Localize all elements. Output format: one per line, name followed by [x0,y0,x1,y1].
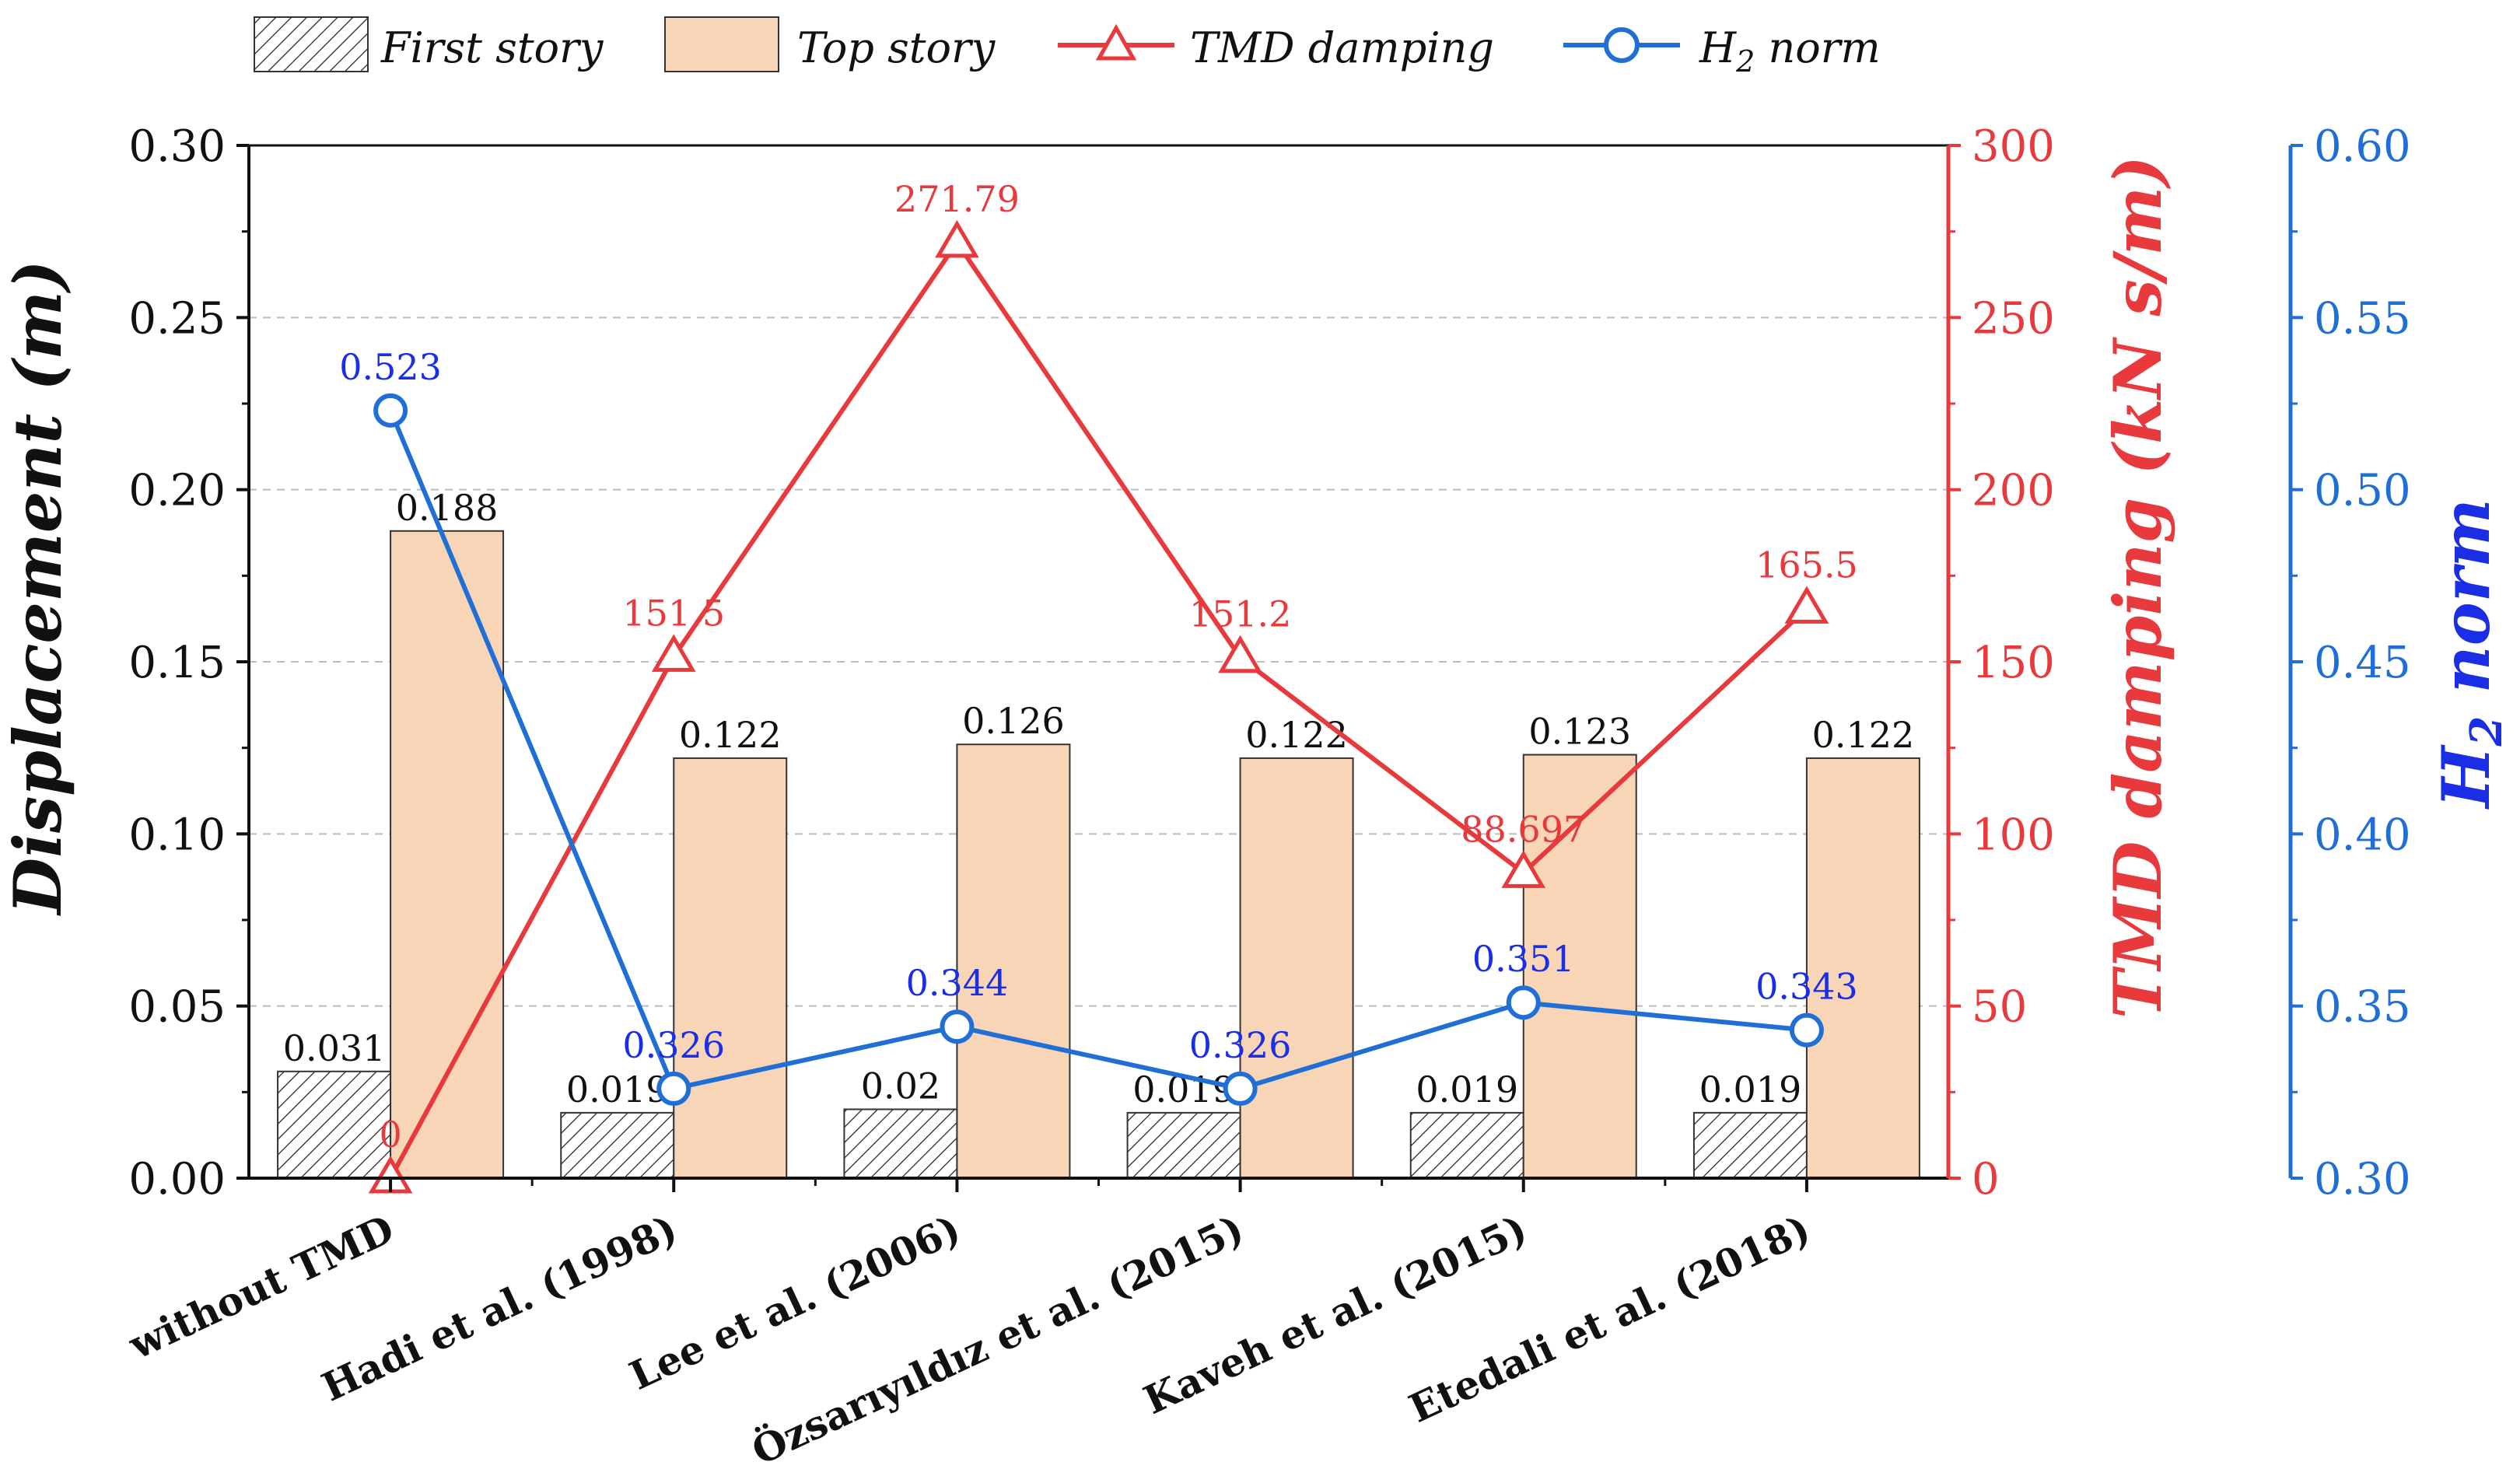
bar-top-story-label: 0.126 [962,700,1065,742]
legend-tmd-damping-marker [1095,23,1137,61]
right2-tick-label: 0.50 [2314,466,2411,516]
right2-axis-title: H2 norm [2427,498,2512,810]
right2-tick-label: 0.60 [2314,121,2411,172]
left-tick-label: 0.10 [128,810,226,860]
bar-top-story [1805,757,1920,1179]
h2-norm-label: 0.344 [906,962,1009,1004]
right2-axis-title-sub: 2 [2461,716,2512,747]
right2-tick-label: 0.45 [2314,638,2411,688]
bar-first-story [560,1111,675,1179]
bar-top-story-label: 0.188 [396,487,499,529]
bar-top-story [1239,757,1354,1179]
bar-first-story-label: 0.019 [1699,1069,1802,1111]
right2-tick-label: 0.30 [2314,1154,2411,1205]
bar-first-story [1692,1111,1808,1179]
bar-first-story-label: 0.019 [1416,1069,1518,1111]
left-tick-label: 0.00 [128,1154,226,1205]
h2-norm-marker [373,393,408,428]
tmd-damping-marker [651,634,696,672]
bar-top-story [1522,754,1637,1179]
tmd-damping-label: 271.79 [894,178,1020,220]
right1-tick-label: 250 [1972,293,2055,344]
right2-tick-label: 0.55 [2314,293,2411,344]
bar-top-story-label: 0.123 [1528,711,1631,753]
tmd-damping-marker [1501,850,1546,888]
legend-top-story-swatch [664,16,779,72]
legend-tmd-damping-label: TMD damping [1190,23,1494,72]
left-tick-label: 0.30 [128,121,226,172]
left-axis-title: Displacement (m) [0,260,76,916]
h2-norm-label: 0.326 [1189,1024,1292,1066]
right1-tick-label: 200 [1972,466,2055,516]
h2-norm-line [388,409,1808,1092]
legend-h2-norm-label: H2 norm [1699,23,1881,79]
tmd-damping-label: 151.5 [622,592,725,634]
legend-h2-norm-suffix: norm [1755,23,1880,72]
tmd-damping-marker [1218,635,1262,673]
bar-top-story [956,743,1071,1179]
legend-h2-norm-subscript: 2 [1735,44,1755,79]
right1-tick-label: 300 [1972,121,2055,172]
tmd-damping-marker [1784,586,1829,624]
tmd-damping-marker [935,219,979,258]
legend-h2-norm-name: H [1699,23,1737,72]
h2-norm-marker [940,1009,975,1044]
tmd-damping-label: 88.697 [1461,808,1586,850]
bar-first-story [1126,1111,1241,1179]
bar-first-story [843,1108,958,1180]
tmd-damping-label: 165.5 [1755,544,1858,586]
bar-first-story [277,1070,392,1179]
bar-top-story-label: 0.122 [679,714,782,756]
bar-first-story-label: 0.031 [283,1027,386,1069]
bar-top-story-label: 0.122 [1812,714,1915,756]
legend-first-story-swatch [254,16,369,72]
h2-norm-label: 0.343 [1755,966,1858,1008]
right1-tick-label: 50 [1972,982,2027,1033]
tmd-damping-label: 0 [379,1114,401,1156]
h2-norm-marker [1789,1013,1824,1048]
h2-norm-marker [656,1071,691,1106]
bar-first-story-label: 0.02 [861,1065,940,1107]
h2-norm-marker [1223,1071,1258,1106]
bar-top-story-label: 0.122 [1245,714,1348,756]
bar-first-story-label: 0.019 [566,1069,669,1111]
tmd-damping-line [388,238,1808,1180]
bar-top-story [390,530,505,1179]
right2-axis-title-name: H [2427,744,2504,810]
h2-norm-label: 0.351 [1472,938,1575,980]
right1-tick-label: 150 [1972,638,2055,688]
legend: First story Top story TMD damping H2 nor… [254,16,1881,79]
right2-tick-label: 0.35 [2314,982,2411,1033]
right2-axis-title-suffix: norm [2427,498,2504,715]
legend-h2-norm-marker [1604,27,1640,63]
plot-area: 0.031 0.188 0.019 0.122 0.02 0.126 0.019 0.122 0… [121,121,2411,1474]
legend-top-story-label: Top story [797,23,996,72]
right1-tick-label: 100 [1972,810,2055,860]
h2-norm-marker [1506,985,1541,1020]
left-tick-label: 0.25 [128,293,226,344]
left-tick-label: 0.05 [128,982,226,1033]
right1-tick-label: 0 [1972,1154,2000,1205]
x-category-label: Özsarıyıldız et al. (2015) [744,1205,1250,1474]
h2-norm-label: 0.326 [622,1024,725,1066]
x-category-label: without TMD [121,1205,401,1368]
legend-first-story-label: First story [380,23,604,72]
tmd-damping-label: 151.2 [1189,593,1292,635]
left-tick-label: 0.20 [128,466,226,516]
right1-axis-title: TMD damping (kN s/m) [2099,156,2176,1019]
h2-norm-label: 0.523 [339,346,442,388]
right2-tick-label: 0.40 [2314,810,2411,860]
bar-first-story [1409,1111,1524,1179]
bar-top-story [673,757,788,1179]
left-tick-label: 0.15 [128,638,226,688]
